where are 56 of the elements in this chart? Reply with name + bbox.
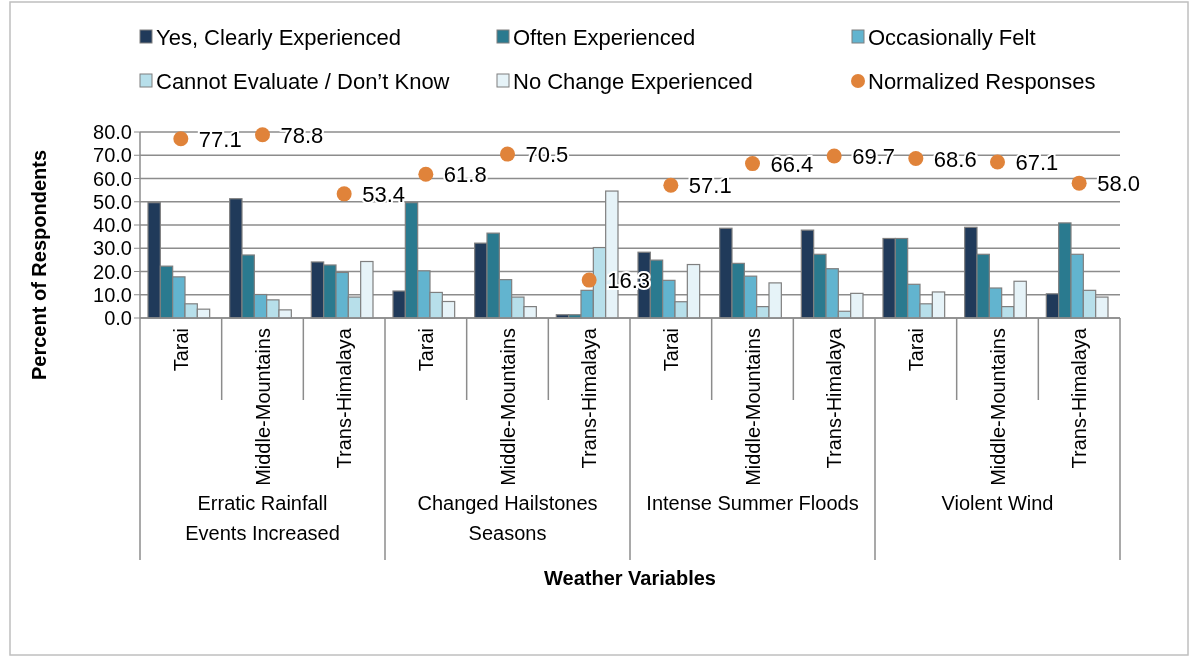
x-tick-label: Middle-Mountains <box>251 328 274 486</box>
y-tick-label: 40.0 <box>93 214 132 236</box>
y-tick-label: 30.0 <box>93 237 132 260</box>
data-label: 66.4 <box>770 151 814 177</box>
data-label: 61.8 <box>443 162 487 188</box>
x-tick-label: Middle-Mountains <box>986 328 1009 486</box>
x-tick-label: Tarai <box>169 328 192 372</box>
point <box>336 186 352 202</box>
text: Intense Summer Floods <box>646 492 859 514</box>
y-tick-label: 10.0 <box>93 283 132 306</box>
point <box>663 177 679 193</box>
y-tick-label: 20.0 <box>93 260 132 283</box>
point <box>255 127 270 143</box>
text: Erratic Rainfall Events Increased <box>185 492 340 544</box>
legend-label: Normalized Responses <box>868 69 1096 94</box>
y-tick-label: 50.0 <box>93 190 132 213</box>
data-label: 57.1 <box>688 173 732 199</box>
data-label: 68.6 <box>933 146 977 172</box>
y-tick-label: 80.0 <box>93 121 132 143</box>
point <box>173 131 189 147</box>
text: Changed Hailstones Seasons <box>417 492 598 544</box>
x-tick-label: Tarai <box>414 328 437 372</box>
point <box>990 154 1005 170</box>
point <box>745 156 760 172</box>
legend-label: Often Experienced <box>513 25 696 50</box>
x-tick-label: Tarai <box>904 328 927 372</box>
text: Violent Wind <box>941 492 1054 514</box>
point <box>908 151 924 166</box>
legend-label: Yes, Clearly Experienced <box>156 25 401 50</box>
x-tick-label: Middle-Mountains <box>496 328 519 486</box>
legend-label: Occasionally Felt <box>868 25 1036 50</box>
legend-label: No Change Experienced <box>513 69 753 94</box>
data-label: 69.7 <box>852 143 895 169</box>
x-tick-label: Middle-Mountains <box>741 328 764 486</box>
x-tick-label: Trans-Himalaya <box>1068 327 1091 469</box>
data-label: 67.1 <box>1015 149 1059 175</box>
data-label: 70.5 <box>525 142 569 168</box>
legend-label: Cannot Evaluate / Don’t Know <box>156 69 450 94</box>
point <box>826 148 842 164</box>
point <box>418 166 434 182</box>
point <box>500 146 515 162</box>
point <box>581 272 597 288</box>
y-tick-label: 0.0 <box>104 307 132 329</box>
x-tick-label: Tarai <box>659 328 682 372</box>
point <box>1071 175 1087 191</box>
x-tick-label: Trans-Himalaya <box>823 327 846 469</box>
x-axis-title: Weather Variables <box>544 567 716 589</box>
data-label: 58.0 <box>1097 171 1140 197</box>
data-label: 77.1 <box>198 126 242 152</box>
x-tick-label: Trans-Himalaya <box>333 327 356 469</box>
y-axis-title: Percent of Respondents <box>28 149 50 381</box>
x-tick-label: Trans-Himalaya <box>578 327 601 469</box>
data-label: 53.4 <box>362 181 405 207</box>
data-label: 78.8 <box>280 122 324 148</box>
y-tick-label: 70.0 <box>93 144 132 167</box>
y-tick-label: 60.0 <box>93 167 132 190</box>
